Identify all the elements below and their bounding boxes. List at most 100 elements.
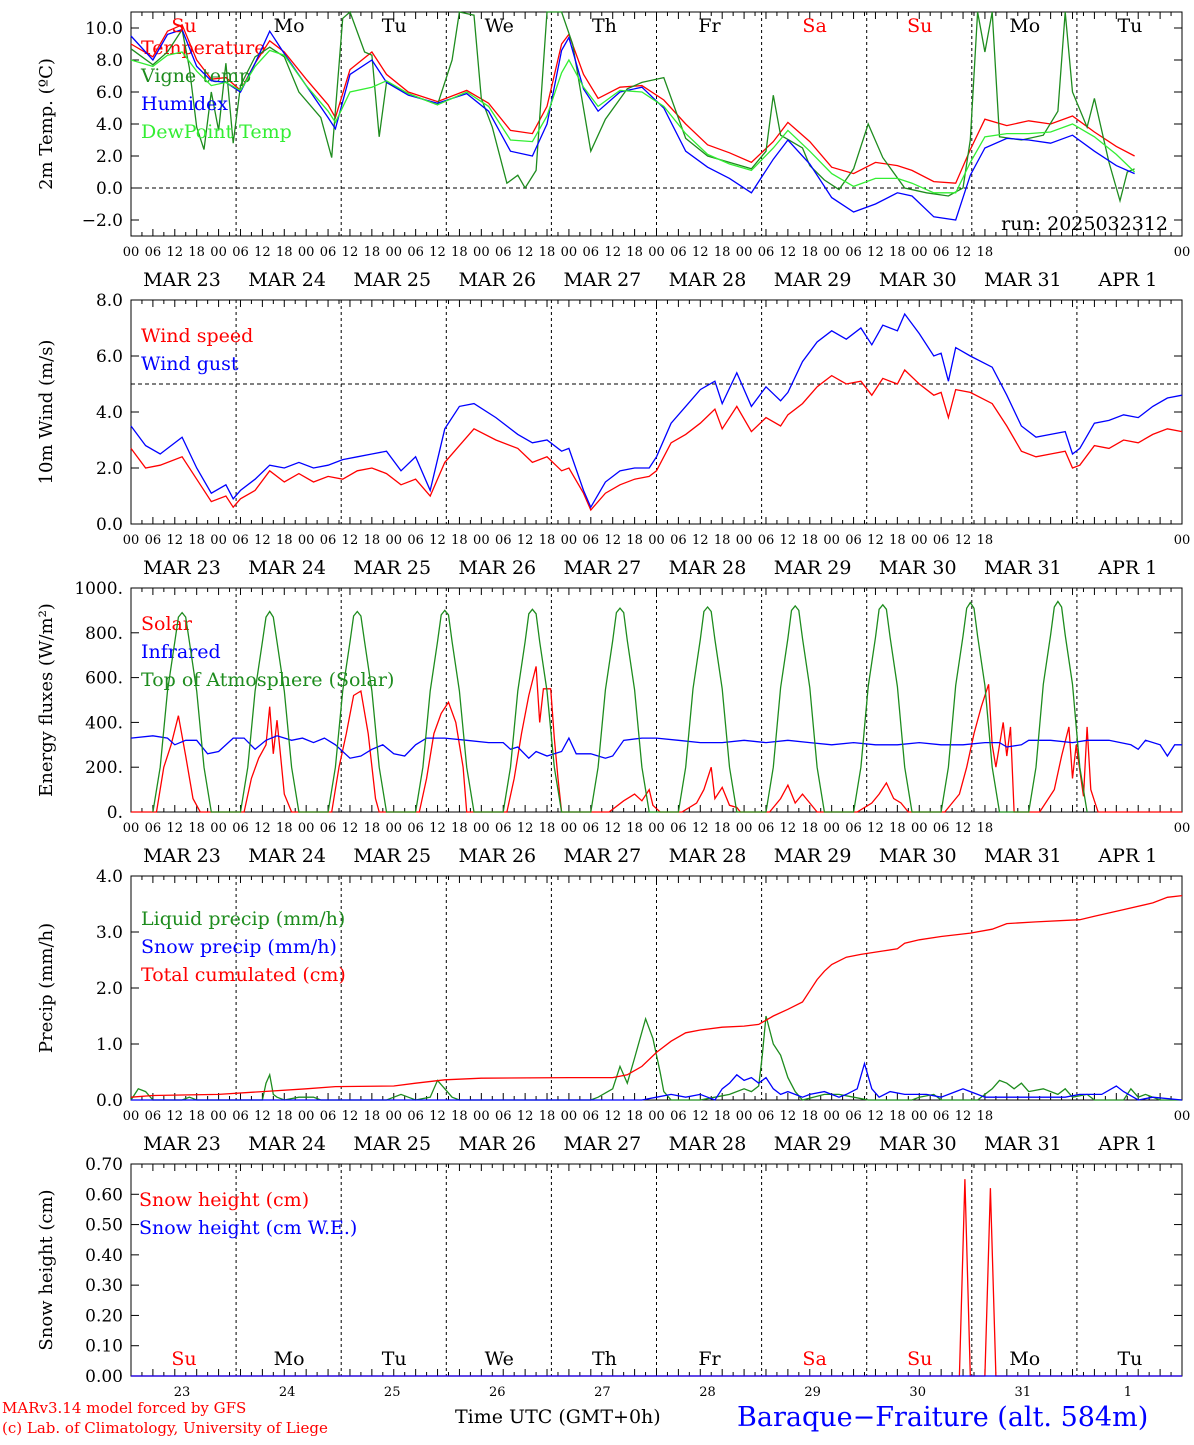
panel-frame: [130, 299, 1183, 525]
hour-tick-label: 06: [758, 821, 775, 836]
weekday-label: Mo: [274, 1348, 305, 1370]
series-line-2: [131, 1061, 1183, 1101]
date-label: MAR 29: [774, 557, 852, 579]
hour-tick-label: 00: [385, 533, 402, 548]
hour-tick-label: 12: [692, 1109, 709, 1124]
day-number-label: 1: [1124, 1385, 1132, 1400]
weekday-label: Th: [592, 1348, 617, 1370]
hour-tick-label: 12: [167, 821, 184, 836]
day-number-label: 24: [279, 1385, 296, 1400]
hour-tick-label: 18: [451, 1109, 468, 1124]
hour-tick-label: 06: [933, 1109, 950, 1124]
hour-tick-label: 06: [670, 533, 687, 548]
y-tick-label: 0.60: [85, 1185, 123, 1205]
hour-tick-label: 06: [407, 1109, 424, 1124]
weekday-label: Su: [907, 1348, 932, 1370]
day-number-label: 26: [489, 1385, 506, 1400]
hour-tick-label: 00: [561, 245, 578, 260]
hour-tick-label: 18: [539, 1109, 556, 1124]
hour-tick-label: 18: [626, 533, 643, 548]
weekday-label: Tu: [382, 1348, 407, 1370]
hour-tick-label: 00: [123, 1109, 140, 1124]
legend-entry: DewPoint Temp: [141, 121, 292, 143]
hour-tick-label: 12: [867, 1109, 884, 1124]
hour-tick-label: 18: [977, 245, 994, 260]
hour-tick-label: 18: [364, 1109, 381, 1124]
hour-tick-label: 12: [955, 1109, 972, 1124]
hour-tick-label: 18: [364, 821, 381, 836]
y-tick-label: 10.0: [85, 19, 123, 39]
hour-tick-label: 00: [473, 533, 490, 548]
hour-tick-label: 06: [495, 1109, 512, 1124]
hour-tick-label: 00: [385, 821, 402, 836]
series-line-4: [130, 49, 1136, 194]
hour-tick-label: 00: [648, 821, 665, 836]
y-tick-label: −2.0: [82, 211, 123, 231]
weekday-label: Su: [171, 1348, 196, 1370]
y-tick-label: 6.0: [96, 83, 123, 103]
hour-tick-label: 12: [867, 245, 884, 260]
hour-tick-label: 18: [539, 245, 556, 260]
hour-tick-label: 18: [889, 245, 906, 260]
hour-tick-label: 18: [714, 821, 731, 836]
date-label: MAR 31: [984, 1133, 1062, 1155]
legend-entry: Wind speed: [141, 325, 253, 347]
hour-tick-label: 00: [473, 821, 490, 836]
hour-tick-label: 12: [604, 1109, 621, 1124]
day-number-label: 30: [909, 1385, 926, 1400]
y-axis-label: Precip (mm/h): [36, 923, 57, 1053]
y-tick-label: 2.0: [96, 979, 123, 999]
weekday-label: Tu: [382, 15, 407, 37]
date-label: MAR 28: [669, 1133, 747, 1155]
date-label: MAR 23: [143, 269, 221, 291]
hour-tick-label: 12: [342, 821, 359, 836]
hour-tick-label: 18: [451, 533, 468, 548]
y-tick-label: 2.0: [96, 147, 123, 167]
day-number-label: 25: [384, 1385, 401, 1400]
date-label: MAR 31: [984, 845, 1062, 867]
hour-tick-label: 00: [385, 245, 402, 260]
day-number-label: 29: [804, 1385, 821, 1400]
date-label: APR 1: [1097, 269, 1157, 291]
y-tick-label: 400.: [85, 713, 123, 733]
hour-tick-label: 00: [823, 821, 840, 836]
legend-entry: Snow precip (mm/h): [141, 936, 337, 958]
y-tick-label: 0.00: [85, 1367, 123, 1387]
hour-tick-label: 12: [517, 533, 534, 548]
hour-tick-label: 06: [845, 1109, 862, 1124]
weekday-label: Sa: [802, 1348, 826, 1370]
hour-tick-label: 00: [298, 245, 315, 260]
y-tick-label: 0.30: [85, 1276, 123, 1296]
hour-tick-label: 06: [232, 821, 249, 836]
weekday-label: Tu: [1117, 15, 1142, 37]
hour-tick-label: 18: [188, 533, 205, 548]
hour-tick-label: 00: [911, 821, 928, 836]
y-tick-label: 0.0: [96, 1091, 123, 1111]
hour-tick-label: 12: [429, 1109, 446, 1124]
model-credit: MARv3.14 model forced by GFS: [2, 1399, 247, 1417]
hour-tick-label: 18: [801, 1109, 818, 1124]
panel-3: 1000. 800. 600. 400. 200. 0. Energy fluxes (W/…: [36, 579, 1190, 867]
hour-tick-label: 00: [210, 821, 227, 836]
hour-tick-label: 12: [254, 245, 271, 260]
hour-tick-label: 12: [692, 533, 709, 548]
hour-tick-label: 12: [955, 245, 972, 260]
hour-tick-label: 06: [145, 821, 162, 836]
y-tick-label: 200.: [85, 758, 123, 778]
y-tick-label: 4.0: [96, 867, 123, 887]
day-number-label: 23: [174, 1385, 191, 1400]
panel-5: 0.70 0.60 0.50 0.40 0.30 0.20 0.10 0.00 Snow hei…: [36, 1155, 1183, 1400]
hour-tick-label: 18: [539, 533, 556, 548]
y-tick-label: 8.0: [96, 51, 123, 71]
series-line-2: [130, 10, 1135, 204]
hour-tick-label: 06: [670, 1109, 687, 1124]
panel-1: 10.0 8.0 6.0 4.0 2.0 0.0 −2.0 2m Temp. (ºC) Temp…: [36, 10, 1190, 291]
y-tick-label: 1000.: [74, 579, 123, 599]
hour-tick-label: 18: [889, 533, 906, 548]
hour-tick-label: 12: [254, 533, 271, 548]
date-label: MAR 27: [564, 1133, 642, 1155]
y-axis-label: 2m Temp. (ºC): [36, 58, 57, 190]
hour-tick-label: 00: [123, 821, 140, 836]
hour-tick-label: 06: [933, 245, 950, 260]
